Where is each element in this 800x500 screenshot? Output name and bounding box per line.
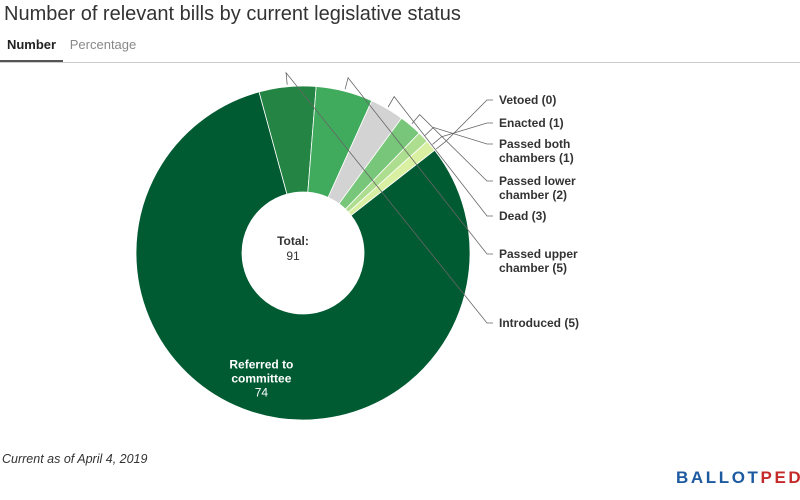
leader-enacted	[432, 122, 493, 145]
leader-passed-both-chambers	[424, 126, 493, 145]
chart-title: Number of relevant bills by current legi…	[4, 3, 461, 25]
leader-passed-upper-chamber	[344, 76, 493, 255]
label-passed-upper-chamber-line-1: Passed upper	[499, 247, 578, 261]
slice-referred-to-committee[interactable]	[135, 91, 471, 421]
leader-passed-lower-chamber	[411, 114, 493, 182]
leader-dead	[387, 95, 493, 217]
tab-percentage[interactable]: Percentage	[69, 37, 137, 52]
label-referred-to-committee-line-1: Referred to	[229, 357, 293, 371]
label-passed-upper-chamber-line-2: chamber (5)	[499, 261, 567, 275]
tab-number[interactable]: Number	[0, 34, 63, 62]
logo-text-pedia: PEDIA	[760, 468, 800, 487]
label-referred-to-committee-line-3: 74	[255, 385, 269, 399]
leader-introduced	[285, 71, 493, 324]
center-total-title: Total:	[277, 234, 309, 248]
label-passed-lower-chamber-line-1: Passed lower	[499, 174, 576, 188]
ballotpedia-logo: BALLOTPEDIA	[676, 468, 800, 488]
label-referred-to-committee-line-2: committee	[231, 371, 291, 385]
label-passed-both-chambers-line-1: Passed both	[499, 137, 570, 151]
label-dead-line-1: Dead (3)	[499, 209, 546, 223]
label-enacted-line-1: Enacted (1)	[499, 116, 564, 130]
label-passed-lower-chamber-line-2: chamber (2)	[499, 188, 567, 202]
leader-vetoed	[435, 99, 493, 150]
label-introduced-line-1: Introduced (5)	[499, 316, 579, 330]
center-total-value: 91	[286, 249, 300, 263]
label-vetoed-line-1: Vetoed (0)	[499, 93, 556, 107]
label-passed-both-chambers-line-2: chambers (1)	[499, 151, 574, 165]
view-tabs: Number Percentage	[0, 34, 800, 63]
footnote: Current as of April 4, 2019	[2, 452, 148, 466]
logo-text-ballot: BALLOT	[676, 468, 761, 487]
